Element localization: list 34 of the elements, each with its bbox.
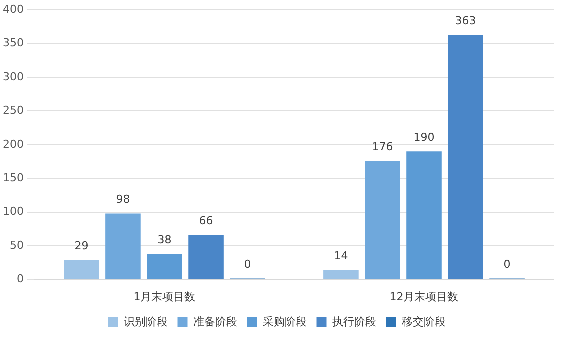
y-tick-label: 200 bbox=[2, 138, 24, 151]
data-label: 98 bbox=[116, 193, 130, 206]
bar bbox=[147, 254, 182, 280]
y-tick-label: 250 bbox=[2, 104, 24, 118]
bar bbox=[448, 34, 484, 280]
x-tick-label: 12月末项目数 bbox=[390, 290, 459, 304]
data-label: 0 bbox=[504, 258, 511, 272]
y-tick-label: 350 bbox=[2, 36, 24, 50]
bar bbox=[64, 260, 100, 280]
bar bbox=[365, 161, 400, 280]
legend-label: 移交阶段 bbox=[402, 315, 446, 328]
y-tick-label: 0 bbox=[16, 272, 24, 286]
legend-label: 准备阶段 bbox=[193, 315, 238, 328]
bar bbox=[188, 235, 224, 280]
y-tick-label: 100 bbox=[2, 205, 24, 218]
y-tick-label: 50 bbox=[10, 238, 24, 252]
data-label: 14 bbox=[334, 250, 348, 263]
bar bbox=[324, 270, 359, 280]
legend-label: 执行阶段 bbox=[332, 315, 376, 328]
data-label: 38 bbox=[158, 234, 172, 247]
y-tick-label: 300 bbox=[2, 70, 24, 84]
data-label: 190 bbox=[414, 131, 435, 144]
data-label: 176 bbox=[372, 140, 394, 154]
y-tick-label: 150 bbox=[2, 171, 24, 184]
bar bbox=[106, 214, 141, 280]
data-label: 66 bbox=[199, 214, 214, 228]
legend-label: 识别阶段 bbox=[124, 315, 168, 328]
y-tick-label: 400 bbox=[2, 2, 24, 16]
bar bbox=[406, 152, 442, 280]
data-label: 29 bbox=[74, 240, 89, 253]
data-label: 0 bbox=[244, 258, 252, 272]
data-label: 363 bbox=[455, 14, 476, 28]
x-tick-label: 1月末项目数 bbox=[134, 290, 196, 304]
legend-label: 采购阶段 bbox=[262, 315, 307, 328]
